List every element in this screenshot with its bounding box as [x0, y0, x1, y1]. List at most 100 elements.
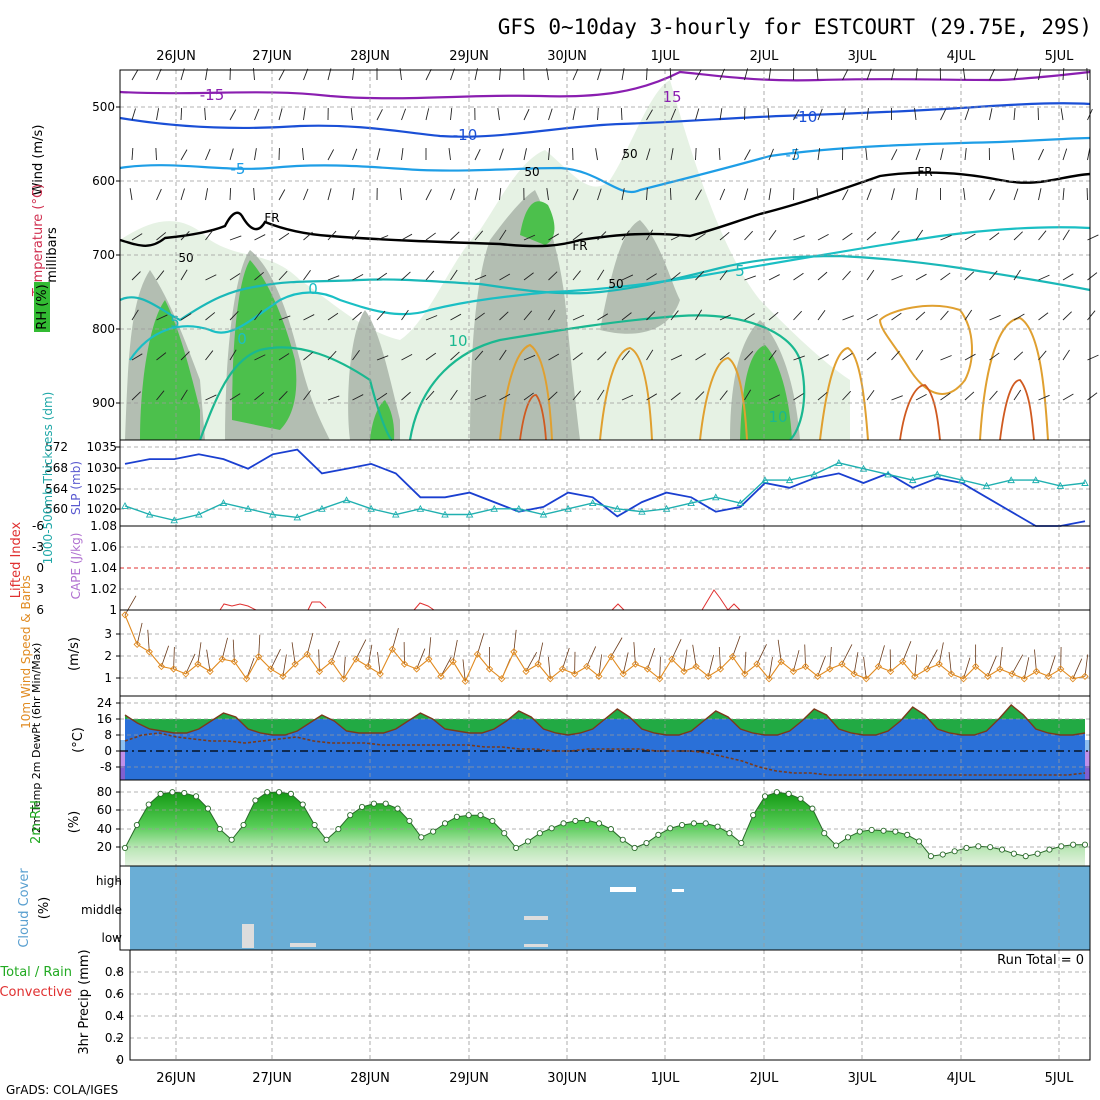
rh-point-18	[335, 826, 342, 833]
wind-barb-89	[352, 394, 364, 401]
rh-point-12	[264, 789, 271, 796]
wind10-barb-5	[185, 653, 196, 675]
wind-point-33	[522, 667, 530, 676]
wind-barb-245	[793, 148, 798, 161]
wind-barb-326	[1011, 148, 1015, 161]
wind-barb-293	[915, 273, 927, 281]
thickness-point-18	[564, 504, 572, 512]
wind-barb-221	[719, 270, 728, 281]
wind-barb-220	[719, 231, 730, 241]
wind10-barb-54	[777, 639, 782, 662]
wind-barb-78	[327, 312, 339, 321]
wind-barb-160	[548, 353, 560, 361]
wind-barb-242	[768, 394, 780, 401]
rh-point-47	[678, 821, 686, 829]
thickness-point-35	[982, 481, 991, 489]
wind-point-61	[862, 675, 870, 683]
wind-barb-48	[253, 187, 255, 201]
cape-ytick-right-2: 1.04	[90, 561, 117, 575]
wind-barb-97	[376, 355, 389, 361]
thickness-point-16	[515, 504, 523, 512]
wind-barb-290	[915, 148, 921, 161]
wind10-barb-76	[1048, 655, 1056, 677]
wind10m-panel: 3 2 1 10m Wind Speed & Barbs (m/s)	[19, 575, 1091, 729]
wind10-barb-24	[416, 648, 426, 670]
wind10-barb-28	[462, 659, 466, 682]
thickness-point-33	[933, 470, 942, 478]
wind-barb-355	[1087, 234, 1099, 241]
rh-fill-green	[140, 201, 792, 440]
wind-barb-47	[254, 148, 257, 161]
wind-barb-122	[450, 269, 458, 281]
wind10-barb-7	[206, 649, 211, 672]
label-t0b: 0	[237, 330, 247, 348]
wind-barb-146	[523, 148, 527, 161]
wind-barb-269	[842, 390, 852, 401]
rh2m-ylabel: 2m RH	[29, 800, 44, 844]
wind-barb-15	[156, 314, 168, 321]
wind10-barb-27	[452, 639, 458, 662]
upper-yticks: 500 600 700 800 900	[92, 100, 120, 410]
wind-point-57	[814, 672, 822, 680]
wind-barb-211	[695, 233, 706, 241]
wind10-barb-18	[343, 656, 346, 679]
wind-barb-296	[915, 393, 927, 401]
thickness-point-25	[736, 499, 745, 507]
wind-point-70	[971, 662, 980, 671]
rh-point-30	[477, 812, 484, 819]
wind-point-5	[182, 670, 190, 678]
wind-barb-32	[205, 274, 217, 281]
wind-barb-247	[793, 235, 805, 241]
wind-barb-116	[425, 390, 435, 401]
rh-point-8	[216, 826, 223, 833]
wind-barb-191	[646, 148, 651, 161]
upper-ylabel-mb: millibars	[45, 227, 60, 283]
precip-ylabel-conv: Convective	[0, 985, 72, 1000]
rh-point-35	[536, 830, 543, 837]
wind10-barb-11	[258, 634, 261, 657]
rh-point-69	[939, 851, 946, 858]
cape-ytick-right-1: 1.06	[90, 540, 117, 554]
wind-barb-172	[597, 107, 599, 121]
wind-barb-350	[1062, 393, 1074, 401]
wind-barb-341	[1038, 394, 1050, 401]
rh-point-64	[880, 827, 887, 834]
wind-barb-43	[229, 349, 237, 361]
cloud-gap-5	[610, 887, 636, 892]
wind-barb-181	[620, 107, 623, 121]
precip-ylabel-total: Total / Rain	[0, 965, 72, 980]
wind-point-35	[546, 675, 554, 683]
wind-point-79	[1081, 672, 1089, 680]
date-label-top-3: 29JUN	[449, 49, 489, 64]
wind-barb-265	[842, 232, 853, 241]
wind-barb-139	[499, 229, 507, 241]
rh-point-25	[418, 834, 425, 841]
wind-barb-176	[597, 269, 605, 281]
wind-barb-327	[1013, 188, 1019, 201]
wind10-barb-55	[792, 650, 800, 672]
wind-barb-34	[205, 350, 214, 361]
rh-point-62	[856, 828, 863, 835]
wind10-barb-71	[987, 655, 997, 677]
wind-barb-131	[474, 274, 487, 281]
rh-point-53	[750, 812, 757, 819]
wind-barb-55	[278, 108, 283, 121]
slp-ylabel-slp: SLP (mb)	[69, 461, 83, 515]
slp-ytick-right-0: 1035	[86, 440, 117, 454]
wind10m-barbs	[124, 595, 1089, 682]
wind-point-38	[583, 662, 591, 671]
wind-barb-136	[497, 108, 500, 121]
rh-point-33	[513, 844, 520, 852]
wind10-barb-25	[428, 637, 432, 660]
wind10-barb-40	[610, 637, 623, 657]
date-label-top-2: 28JUN	[350, 49, 390, 64]
wind10-barb-46	[683, 649, 688, 672]
wind-barb-257	[817, 271, 828, 281]
wind10-barb-12	[270, 649, 281, 670]
wind-barb-287	[891, 395, 903, 401]
wind-barb-16	[156, 352, 167, 361]
wind-point-11	[255, 653, 263, 661]
thickness-point-39	[1081, 479, 1089, 486]
wind-barb-51	[254, 310, 263, 321]
wind-point-10	[242, 675, 251, 683]
